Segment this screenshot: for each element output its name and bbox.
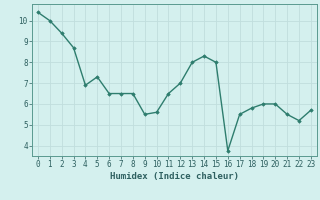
X-axis label: Humidex (Indice chaleur): Humidex (Indice chaleur) xyxy=(110,172,239,181)
